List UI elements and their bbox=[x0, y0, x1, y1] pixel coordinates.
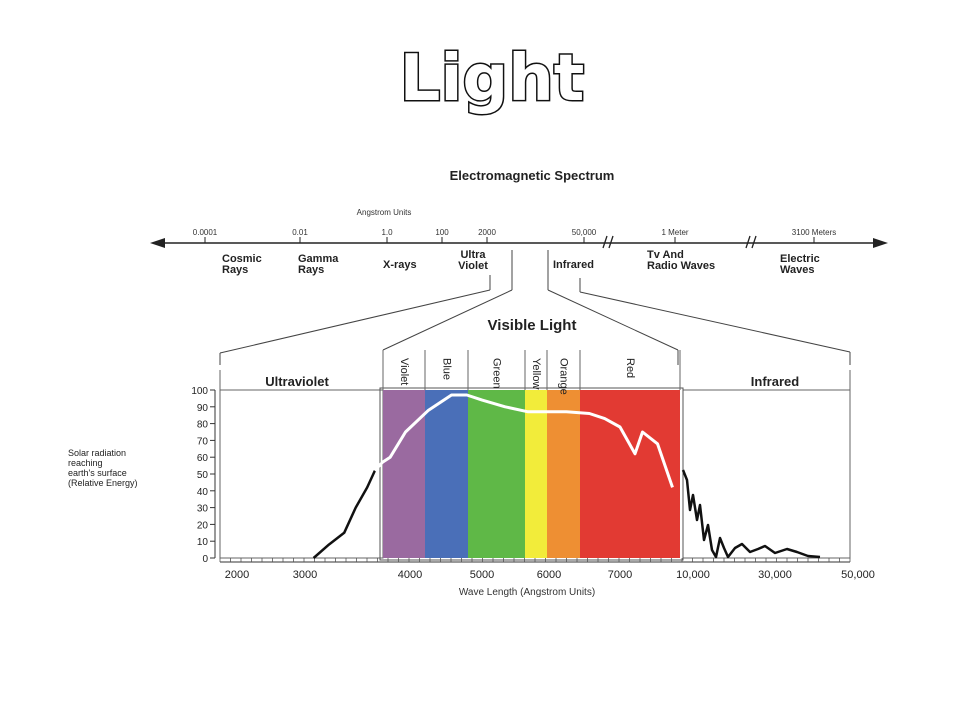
visible-energy-curve bbox=[373, 393, 674, 488]
color-label-orange: Orange bbox=[558, 358, 570, 395]
color-band-yellow bbox=[525, 390, 547, 558]
infrared-label: Infrared bbox=[751, 374, 799, 389]
y-tick-label: 60 bbox=[197, 453, 209, 464]
ultraviolet-label: Ultraviolet bbox=[265, 374, 329, 389]
color-label-yellow: Yellow bbox=[530, 358, 542, 389]
spectrum-tick-label: 1 Meter bbox=[661, 228, 688, 237]
y-tick-label: 10 bbox=[197, 537, 209, 548]
connector-lines bbox=[219, 250, 851, 365]
color-band-blue bbox=[425, 390, 468, 558]
y-label-line: reaching bbox=[68, 458, 103, 468]
spectrum-tick-label: 0.0001 bbox=[193, 228, 218, 237]
x-tick-label: 30,000 bbox=[758, 569, 792, 581]
spectrum-title: Electromagnetic Spectrum bbox=[450, 168, 615, 183]
x-axis-label: Wave Length (Angstrom Units) bbox=[459, 587, 595, 598]
color-label-green: Green bbox=[491, 358, 503, 389]
spectrum-band-label: Gamma Rays bbox=[298, 253, 339, 276]
slide-title: Light bbox=[400, 42, 585, 116]
x-tick-label: 5000 bbox=[470, 569, 494, 581]
y-label-line: (Relative Energy) bbox=[68, 478, 138, 488]
y-tick-label: 40 bbox=[197, 487, 209, 498]
visible-light-label: Visible Light bbox=[488, 317, 577, 334]
spectrum-band-label: Electric Waves bbox=[780, 253, 820, 276]
color-label-blue: Blue bbox=[441, 358, 453, 380]
x-tick-label: 2000 bbox=[225, 569, 249, 581]
y-tick-label: 0 bbox=[202, 554, 208, 565]
spectrum-axis bbox=[150, 235, 888, 249]
y-tick-label: 90 bbox=[197, 403, 209, 414]
y-tick-label: 80 bbox=[197, 420, 209, 431]
color-band-orange bbox=[547, 390, 580, 558]
y-label-line: Solar radiation bbox=[68, 448, 126, 458]
color-band-green bbox=[468, 390, 525, 558]
spectrum-tick-label: 0.01 bbox=[292, 228, 308, 237]
y-tick-label: 50 bbox=[197, 470, 209, 481]
color-band-red bbox=[580, 390, 680, 558]
y-label-line: earth's surface bbox=[68, 468, 127, 478]
x-tick-label: 4000 bbox=[398, 569, 422, 581]
spectrum-band-label: Infrared bbox=[553, 259, 594, 271]
y-tick-label: 30 bbox=[197, 504, 209, 515]
x-tick-label: 50,000 bbox=[841, 569, 875, 581]
uv-energy-curve bbox=[312, 470, 377, 559]
spectrum-band-label: Ultra Violet bbox=[458, 249, 488, 272]
infrared-energy-curve bbox=[681, 469, 821, 559]
x-tick-label: 3000 bbox=[293, 569, 317, 581]
x-tick-label: 6000 bbox=[537, 569, 561, 581]
x-tick-label: 7000 bbox=[608, 569, 632, 581]
y-tick-label: 100 bbox=[191, 386, 208, 397]
spectrum-band-label: X-rays bbox=[383, 259, 417, 271]
spectrum-band-label: Tv And Radio Waves bbox=[647, 249, 715, 272]
spectrum-band-label: Cosmic Rays bbox=[222, 253, 262, 276]
spectrum-tick-label: 50,000 bbox=[572, 228, 597, 237]
y-tick-label: 70 bbox=[197, 436, 209, 447]
color-label-red: Red bbox=[624, 358, 636, 378]
y-tick-label: 20 bbox=[197, 520, 209, 531]
spectrum-tick-label: 3100 Meters bbox=[792, 228, 836, 237]
x-tick-label: 10,000 bbox=[676, 569, 710, 581]
color-band-violet bbox=[383, 390, 425, 558]
spectrum-tick-label: 1.0 bbox=[381, 228, 393, 237]
color-label-violet: Violet bbox=[398, 358, 410, 385]
spectrum-units: Angstrom Units bbox=[357, 208, 412, 217]
spectrum-tick-label: 100 bbox=[435, 228, 449, 237]
spectrum-tick-label: 2000 bbox=[478, 228, 496, 237]
